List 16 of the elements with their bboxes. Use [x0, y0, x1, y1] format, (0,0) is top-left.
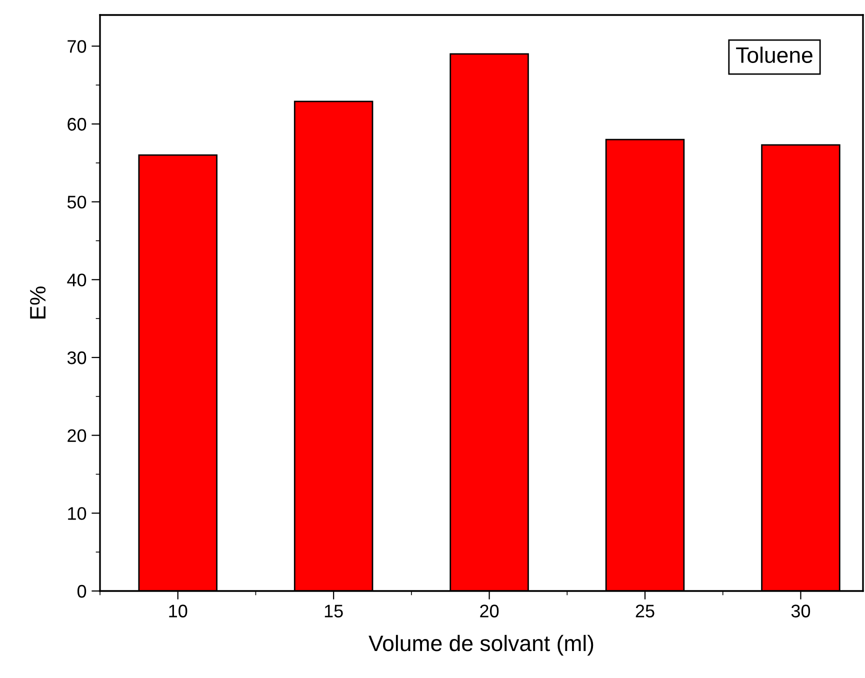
- annotation: Toluene: [736, 46, 812, 64]
- y-tick-label: 50: [67, 196, 86, 209]
- y-axis-title: E%: [30, 286, 46, 318]
- x-axis-title: Volume de solvant (ml): [368, 634, 594, 656]
- x-tick-label: 25: [636, 604, 654, 618]
- x-tick-label: 10: [169, 604, 188, 618]
- y-tick-label: 40: [67, 274, 86, 286]
- y-tick-label: 10: [68, 507, 86, 520]
- y-tick-label: 60: [68, 118, 86, 131]
- y-tick-label: 70: [68, 40, 86, 53]
- y-tick-label: 0: [77, 584, 86, 598]
- y-tick-label: 30: [67, 351, 86, 364]
- x-tick-label: 20: [480, 604, 499, 618]
- x-tick-label: 30: [791, 604, 810, 618]
- x-tick-label: 15: [324, 604, 343, 618]
- y-tick-label: 20: [68, 429, 86, 442]
